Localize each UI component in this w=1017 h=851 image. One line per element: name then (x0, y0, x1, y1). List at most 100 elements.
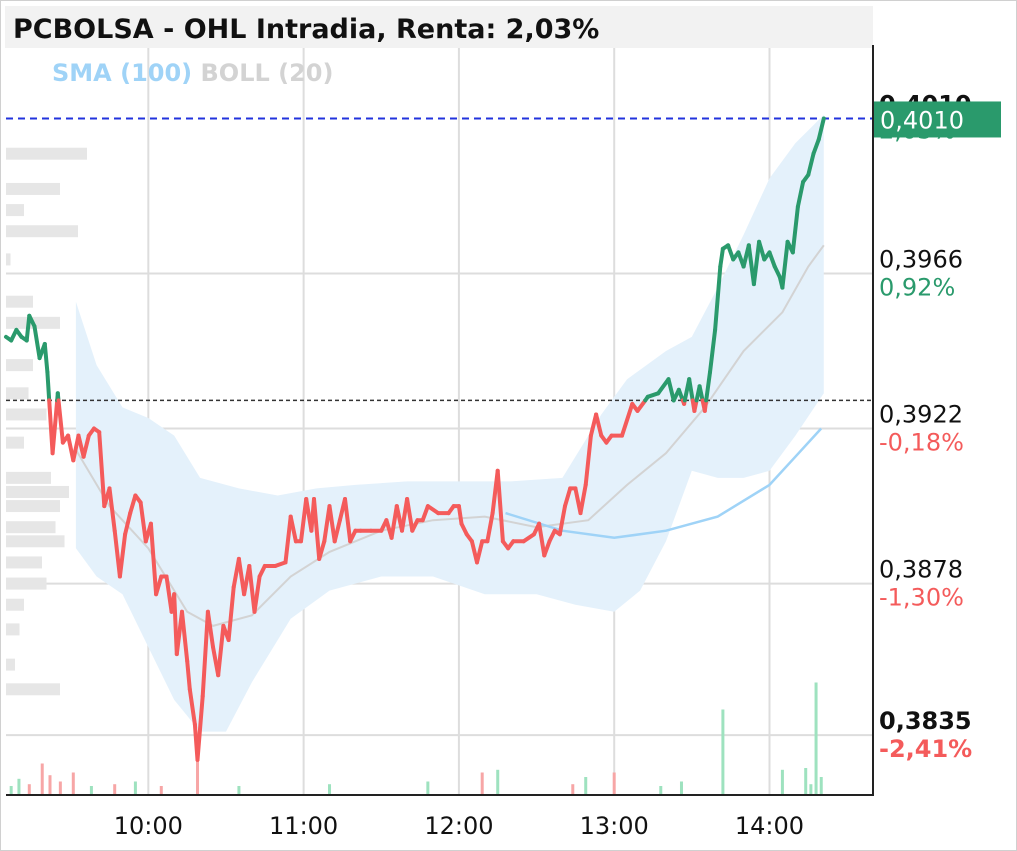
price-line-segment (704, 370, 712, 403)
price-line-segment (811, 137, 821, 156)
price-line-segment (107, 486, 117, 533)
price-line-segment (635, 398, 648, 413)
volume-profile-bar (6, 471, 51, 484)
price-line-segment (123, 511, 133, 537)
volume-profile-bar (6, 253, 11, 266)
bollinger-band (75, 114, 824, 732)
volume-bar (328, 784, 332, 795)
volume-bar (584, 777, 588, 795)
price-line-segment (187, 687, 197, 727)
price-line-segment (537, 521, 547, 558)
volume-profile-bar (6, 500, 60, 513)
price-line-segment (687, 377, 695, 403)
volume-profile-bar (6, 359, 33, 372)
x-tick-label: 10:00 (114, 812, 183, 840)
volume-bar (496, 769, 500, 795)
price-line-segment (594, 412, 604, 438)
price-line-segment (32, 324, 42, 361)
price-line-segment (56, 398, 65, 445)
volume-bar (480, 772, 484, 795)
x-tick-label: 14:00 (735, 812, 804, 840)
price-line-segment (578, 482, 588, 516)
volume-profile-bar (6, 556, 42, 569)
volume-bar (113, 784, 117, 795)
price-line-segment (312, 497, 322, 561)
volume-bar (426, 781, 430, 795)
price-line-segment (656, 377, 671, 396)
price-line-segment (45, 370, 52, 403)
volume-profile-bar (6, 436, 24, 449)
last-price-tag-label: 0,4010 (880, 106, 964, 134)
price-line-segment (148, 521, 159, 597)
price-line-segment (708, 327, 718, 375)
volume-bar (17, 778, 21, 795)
price-line-segment (542, 539, 552, 558)
price-line-segment (288, 514, 298, 544)
volume-bar (9, 786, 13, 795)
price-line-segment (24, 313, 32, 343)
volume-bar (48, 775, 52, 795)
price-line-segment (117, 532, 128, 579)
price-line-segment (252, 574, 262, 614)
price-line-segment (485, 511, 495, 544)
volume-profile-bar (6, 204, 24, 217)
volume-bar (196, 745, 200, 795)
volume-bar (571, 784, 575, 795)
price-line-segment (806, 151, 816, 177)
price-line-segment (420, 504, 430, 523)
y-tick-pct: -0,18% (879, 429, 964, 457)
volume-profile-bar (6, 225, 78, 238)
price-line-segment (81, 433, 91, 459)
price-line-segment (216, 623, 226, 678)
volume-bar (780, 769, 784, 795)
price-line-segment (50, 398, 60, 456)
price-line-segment (757, 239, 767, 262)
price-line-segment (283, 514, 293, 565)
y-tick-label: 0,3835 (879, 707, 972, 735)
price-line-segment (317, 539, 327, 561)
price-line-segment (425, 504, 441, 516)
volume-bar (58, 781, 62, 795)
volume-bar (133, 781, 137, 795)
volume-profile-bar (6, 295, 33, 308)
legend-boll[interactable]: BOLL (20) (201, 59, 334, 87)
last-price-tag (874, 101, 1001, 138)
price-line-segment (795, 179, 806, 209)
legend: SMA (100) BOLL (20) (52, 59, 333, 87)
volume-profile-bar (6, 182, 60, 195)
volume-profile-bar (6, 147, 87, 160)
price-line-segment (226, 585, 236, 642)
volume-profile-bar (6, 658, 15, 671)
price-line-segment (97, 430, 107, 509)
price-line-segment (713, 264, 723, 332)
legend-sma[interactable]: SMA (100) (52, 59, 201, 87)
price-line-segment (666, 377, 676, 403)
title-bar: PCBOLSA - OHL Intradia, Renta: 2,03% (5, 6, 873, 48)
y-tick-label: 0,3966 (879, 246, 963, 274)
volume-bar (819, 777, 823, 795)
price-line-segment (790, 204, 800, 255)
price-line-segment (332, 518, 342, 544)
volume-bar (27, 784, 31, 795)
volume-profile-bar (6, 387, 29, 400)
price-line-segment (816, 116, 826, 142)
price-line-segment (456, 504, 464, 526)
volume-profile-bar (6, 598, 24, 611)
volume-profile-bar (6, 535, 65, 548)
x-tick-label: 11:00 (269, 812, 338, 840)
chart-title: PCBOLSA - OHL Intradia, Renta: 2,03% (13, 14, 600, 45)
price-line-segment (42, 342, 50, 375)
volume-bar (721, 709, 725, 795)
y-tick-label: 0,3922 (879, 401, 963, 429)
volume-profile-bar (6, 408, 47, 421)
price-line-segment (200, 609, 210, 699)
volume-bar (804, 768, 808, 795)
price-line-segment (185, 659, 192, 692)
price-line-segment (557, 504, 567, 537)
volume-bar (612, 772, 616, 795)
price-line-segment (327, 504, 337, 544)
price-line-segment (405, 497, 415, 533)
price-line-segment (726, 243, 736, 262)
volume-bar (89, 786, 93, 795)
